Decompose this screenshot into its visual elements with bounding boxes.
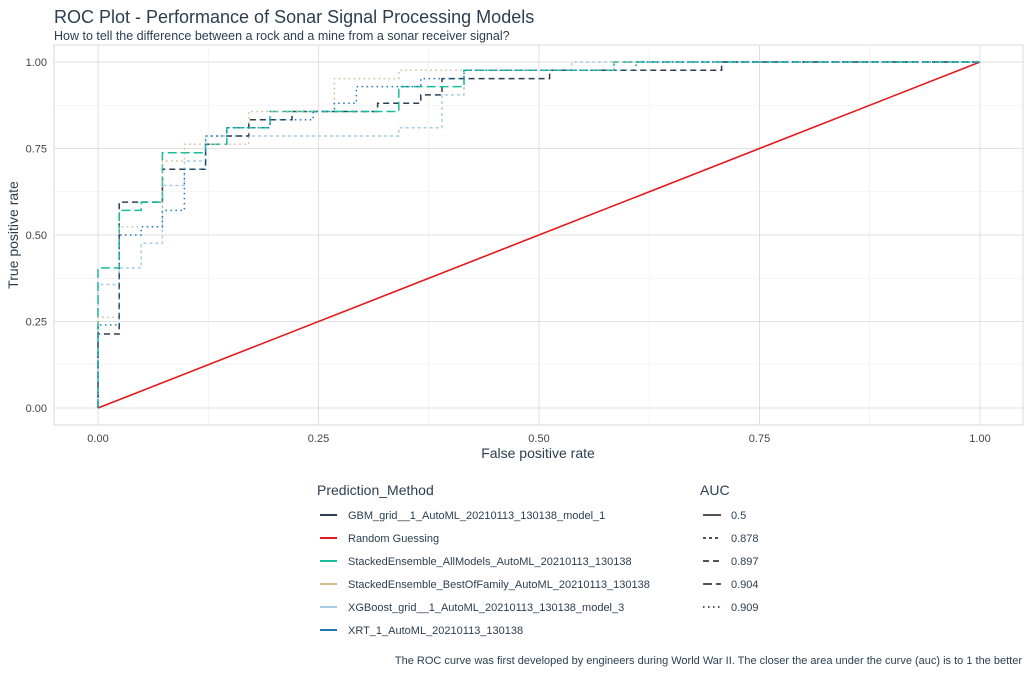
chart-caption: The ROC curve was first developed by eng… bbox=[395, 655, 1022, 667]
x-tick-label: 0.75 bbox=[749, 433, 770, 445]
roc-series-stacked_all bbox=[97, 61, 980, 408]
legend-auc-label: 0.909 bbox=[731, 602, 759, 614]
x-tick-label: 0.50 bbox=[528, 433, 549, 445]
legend-color-label: StackedEnsemble_BestOfFamily_AutoML_2021… bbox=[348, 579, 650, 591]
y-tick-label: 0.25 bbox=[26, 317, 47, 329]
legend-auc-label: 0.5 bbox=[731, 510, 746, 522]
roc-curves bbox=[97, 61, 981, 409]
legend-auc-label: 0.904 bbox=[731, 579, 759, 591]
y-tick-label: 1.00 bbox=[26, 57, 47, 69]
y-axis-ticks: 0.00 0.25 0.50 0.75 1.00 bbox=[26, 57, 47, 415]
legend-color-label: XRT_1_AutoML_20210113_130138 bbox=[348, 625, 523, 637]
legend-color-label: Random Guessing bbox=[348, 533, 439, 545]
legend-auc-label: 0.897 bbox=[731, 556, 759, 568]
x-axis-ticks: 0.00 0.25 0.50 0.75 1.00 bbox=[87, 433, 990, 445]
x-axis-title: False positive rate bbox=[481, 445, 595, 461]
y-tick-label: 0.75 bbox=[26, 144, 47, 156]
chart-title: ROC Plot - Performance of Sonar Signal P… bbox=[54, 7, 534, 27]
y-axis-title: True positive rate bbox=[5, 181, 21, 289]
chart-subtitle: How to tell the difference between a roc… bbox=[54, 29, 510, 43]
x-tick-label: 1.00 bbox=[969, 433, 990, 445]
legend-color-label: XGBoost_grid__1_AutoML_20210113_130138_m… bbox=[348, 602, 624, 614]
y-tick-label: 0.50 bbox=[26, 230, 47, 242]
legend-auc-title: AUC bbox=[700, 482, 730, 498]
y-tick-label: 0.00 bbox=[26, 403, 47, 415]
legend-color-label: GBM_grid__1_AutoML_20210113_130138_model… bbox=[348, 510, 605, 522]
x-tick-label: 0.25 bbox=[308, 433, 329, 445]
legend-prediction-method: Prediction_Method GBM_grid__1_AutoML_202… bbox=[317, 482, 650, 637]
legend-color-title: Prediction_Method bbox=[317, 482, 434, 498]
legend-auc-label: 0.878 bbox=[731, 533, 759, 545]
roc-series-random bbox=[97, 61, 981, 409]
legend-auc: AUC 0.5 0.878 0.897 0.904 0.909 bbox=[700, 482, 759, 614]
x-tick-label: 0.00 bbox=[87, 433, 108, 445]
legend-color-label: StackedEnsemble_AllModels_AutoML_2021011… bbox=[348, 556, 632, 568]
